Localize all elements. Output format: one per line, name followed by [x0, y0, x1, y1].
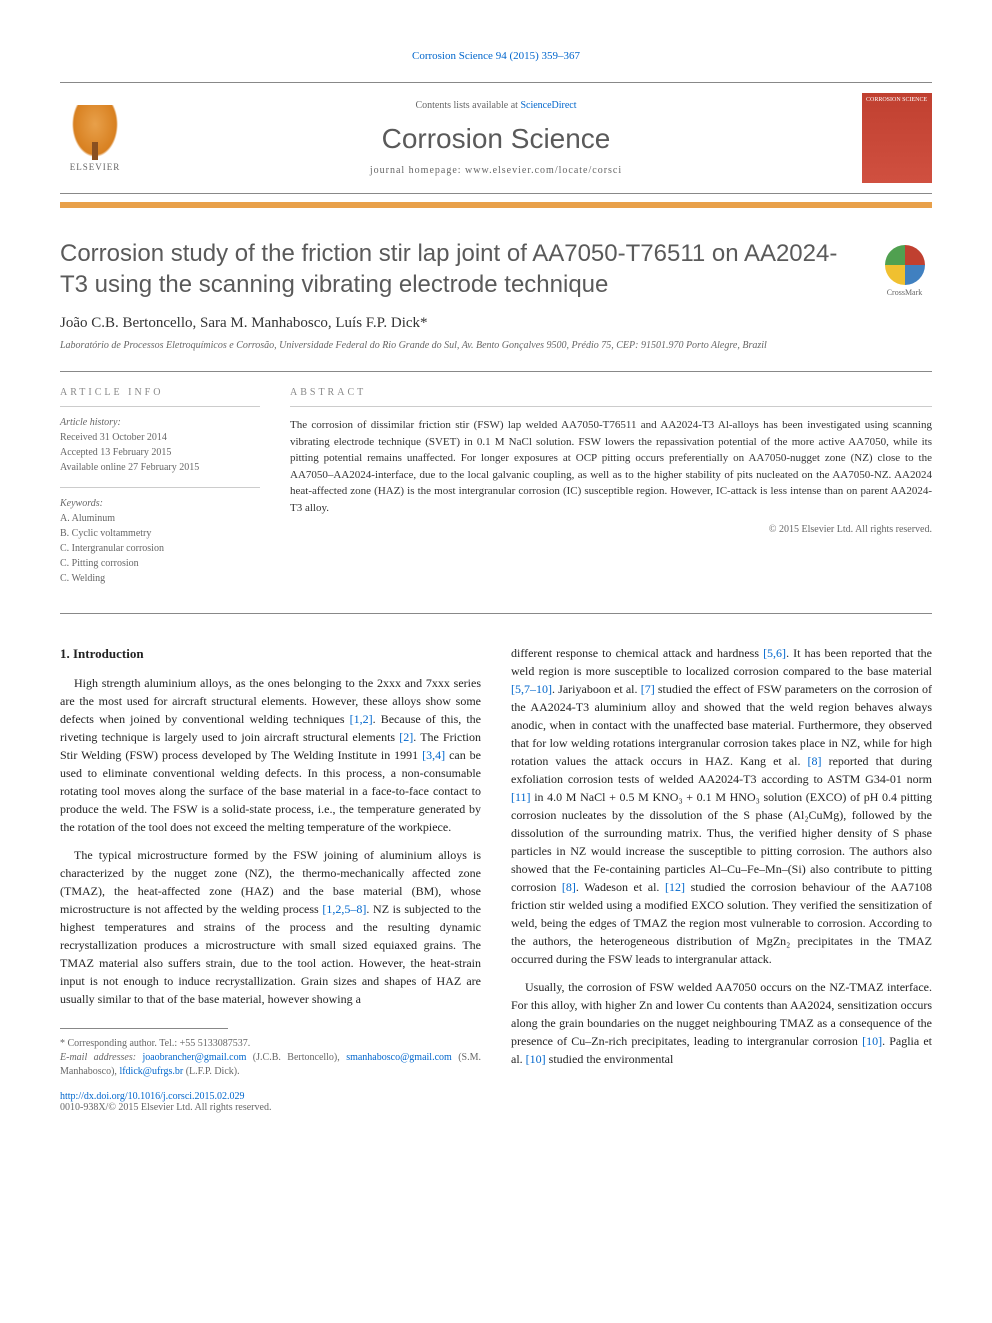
- email-addresses: E-mail addresses: joaobrancher@gmail.com…: [60, 1051, 481, 1079]
- ref-link[interactable]: [10]: [526, 1052, 546, 1066]
- keyword-item: A. Aluminum: [60, 511, 260, 526]
- corresponding-author: * Corresponding author. Tel.: +55 513308…: [60, 1037, 481, 1051]
- ref-link[interactable]: [8]: [562, 880, 576, 894]
- ref-link[interactable]: [10]: [862, 1034, 882, 1048]
- author-email-link[interactable]: lfdick@ufrgs.br: [119, 1066, 183, 1077]
- cover-text: CORROSION SCIENCE: [866, 97, 927, 103]
- ref-link[interactable]: [12]: [665, 880, 685, 894]
- section-title: Introduction: [73, 646, 144, 661]
- body-column-right: different response to chemical attack an…: [511, 644, 932, 1079]
- section-number: 1.: [60, 646, 70, 661]
- publisher-name: ELSEVIER: [70, 162, 121, 172]
- contents-prefix: Contents lists available at: [415, 100, 520, 111]
- author-email-link[interactable]: joaobrancher@gmail.com: [142, 1052, 246, 1063]
- body-paragraph: The typical microstructure formed by the…: [60, 846, 481, 1008]
- ref-link[interactable]: [2]: [399, 730, 413, 744]
- article-info-sidebar: ARTICLE INFO Article history: Received 3…: [60, 387, 260, 598]
- keyword-item: B. Cyclic voltammetry: [60, 526, 260, 541]
- ref-link[interactable]: [1,2,5–8]: [322, 902, 366, 916]
- homepage-url[interactable]: www.elsevier.com/locate/corsci: [465, 165, 622, 176]
- journal-homepage: journal homepage: www.elsevier.com/locat…: [130, 165, 862, 176]
- history-received: Received 31 October 2014: [60, 430, 260, 445]
- article-info-heading: ARTICLE INFO: [60, 387, 260, 398]
- abstract-heading: ABSTRACT: [290, 387, 932, 398]
- accent-bar: [60, 202, 932, 208]
- section-heading: 1. Introduction: [60, 644, 481, 664]
- publisher-logo[interactable]: ELSEVIER: [60, 98, 130, 178]
- header-citation: Corrosion Science 94 (2015) 359–367: [60, 50, 932, 62]
- crossmark-icon: [885, 245, 925, 285]
- keyword-item: C. Intergranular corrosion: [60, 541, 260, 556]
- body-paragraph: Usually, the corrosion of FSW welded AA7…: [511, 978, 932, 1068]
- doi-link[interactable]: http://dx.doi.org/10.1016/j.corsci.2015.…: [60, 1091, 245, 1102]
- history-label: Article history:: [60, 417, 260, 428]
- elsevier-tree-icon: [70, 105, 120, 160]
- body-paragraph: different response to chemical attack an…: [511, 644, 932, 968]
- ref-link[interactable]: [5,6]: [763, 646, 786, 660]
- body-column-left: 1. Introduction High strength aluminium …: [60, 644, 481, 1079]
- ref-link[interactable]: [7]: [641, 682, 655, 696]
- journal-banner: ELSEVIER Contents lists available at Sci…: [60, 82, 932, 194]
- abstract-copyright: © 2015 Elsevier Ltd. All rights reserved…: [290, 524, 932, 535]
- issn-copyright: 0010-938X/© 2015 Elsevier Ltd. All right…: [60, 1102, 932, 1113]
- ref-link[interactable]: [1,2]: [350, 712, 373, 726]
- doi-link-line: http://dx.doi.org/10.1016/j.corsci.2015.…: [60, 1091, 932, 1102]
- body-paragraph: High strength aluminium alloys, as the o…: [60, 674, 481, 836]
- contents-available: Contents lists available at ScienceDirec…: [130, 100, 862, 111]
- ref-link[interactable]: [5,7–10]: [511, 682, 552, 696]
- homepage-prefix: journal homepage:: [370, 165, 465, 176]
- ref-link[interactable]: [3,4]: [422, 748, 445, 762]
- keyword-item: C. Welding: [60, 571, 260, 586]
- crossmark-label: CrossMark: [887, 288, 923, 297]
- journal-cover-thumbnail[interactable]: CORROSION SCIENCE: [862, 93, 932, 183]
- journal-name: Corrosion Science: [130, 123, 862, 155]
- authors: João C.B. Bertoncello, Sara M. Manhabosc…: [60, 315, 932, 332]
- crossmark-badge[interactable]: CrossMark: [877, 245, 932, 300]
- keywords-label: Keywords:: [60, 498, 260, 509]
- ref-link[interactable]: [11]: [511, 790, 531, 804]
- article-title: Corrosion study of the friction stir lap…: [60, 238, 932, 300]
- history-accepted: Accepted 13 February 2015: [60, 445, 260, 460]
- email-label: E-mail addresses:: [60, 1052, 142, 1063]
- ref-link[interactable]: [8]: [808, 754, 822, 768]
- author-email-link[interactable]: smanhabosco@gmail.com: [346, 1052, 452, 1063]
- affiliation: Laboratório de Processos Eletroquímicos …: [60, 340, 932, 351]
- history-online: Available online 27 February 2015: [60, 460, 260, 475]
- sciencedirect-link[interactable]: ScienceDirect: [520, 100, 576, 111]
- abstract-text: The corrosion of dissimilar friction sti…: [290, 417, 932, 516]
- keyword-item: C. Pitting corrosion: [60, 556, 260, 571]
